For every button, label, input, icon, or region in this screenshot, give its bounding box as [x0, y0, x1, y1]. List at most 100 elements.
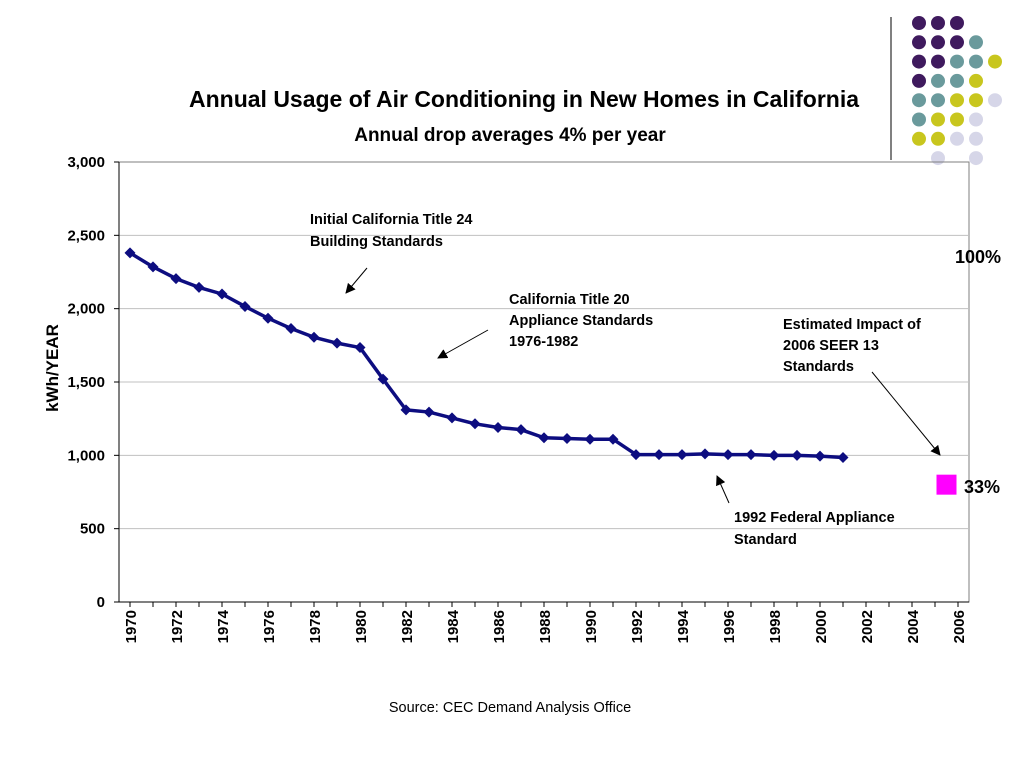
- gridlines: [119, 234, 969, 530]
- x-tick-label: 1972: [169, 610, 186, 643]
- annotation-federal-1992-line-2: Standard: [734, 532, 797, 548]
- data-point: [308, 331, 320, 343]
- annotation-title-24: Initial California Title 24 Building Sta…: [310, 212, 477, 250]
- decor-dot: [969, 112, 983, 127]
- annotation-arrow-federal-1992: [716, 475, 730, 504]
- data-point: [331, 337, 343, 349]
- x-tick-label: 1980: [353, 610, 370, 643]
- data-point: [515, 424, 527, 436]
- decor-dot: [988, 93, 1002, 108]
- decor-dot: [969, 35, 983, 50]
- data-point: [354, 342, 366, 354]
- x-tick-label: 2000: [813, 610, 830, 643]
- data-point: [239, 300, 251, 312]
- annotation-title-20-line-2: Appliance Standards: [509, 313, 653, 329]
- decor-dot: [931, 131, 945, 146]
- data-point: [446, 412, 458, 424]
- percent-label-33: 33%: [964, 477, 1000, 497]
- x-tick-label: 1990: [583, 610, 600, 643]
- y-tick-label: 3,000: [67, 154, 105, 171]
- x-tick-label: 1976: [261, 610, 278, 643]
- x-tick-label: 1998: [767, 610, 784, 643]
- decor-dot: [950, 54, 964, 69]
- decor-dot: [931, 54, 945, 69]
- chart-subtitle: Annual drop averages 4% per year: [354, 125, 666, 146]
- decor-dot: [931, 16, 945, 30]
- data-point: [147, 261, 159, 273]
- series-group: [129, 251, 844, 460]
- y-tick-label: 0: [97, 594, 105, 611]
- decor-dot: [969, 131, 983, 146]
- x-axis: 1970 1972 1974 1976 1978 1980 1982 1984 1986 1988…: [119, 601, 969, 643]
- x-tick-label: 1982: [399, 610, 416, 643]
- x-tick-label: 1994: [675, 609, 692, 643]
- annotation-federal-1992: 1992 Federal Appliance Standard: [734, 510, 899, 548]
- data-point: [837, 452, 849, 464]
- decor-dot: [912, 93, 926, 108]
- decor-dot: [931, 73, 945, 88]
- y-tick-label: 2,000: [67, 301, 105, 318]
- annotation-federal-1992-line-1: 1992 Federal Appliance: [734, 510, 895, 526]
- x-tick-label: 1992: [629, 610, 646, 643]
- decor-dot: [969, 93, 983, 108]
- decor-dot: [931, 151, 945, 166]
- annotation-seer-13: Estimated Impact of 2006 SEER 13 Standar…: [783, 317, 925, 375]
- chart-title: Annual Usage of Air Conditioning in New …: [189, 86, 859, 112]
- annotation-seer-13-line-1: Estimated Impact of: [783, 317, 921, 333]
- source-note: Source: CEC Demand Analysis Office: [389, 700, 631, 716]
- decor-dot: [912, 112, 926, 127]
- data-point: [193, 281, 205, 293]
- x-tick-label: 1970: [123, 610, 140, 643]
- x-tick-label: 1978: [307, 610, 324, 643]
- estimate-marker: [936, 474, 957, 495]
- data-point: [377, 373, 389, 385]
- annotation-title-24-line-2: Building Standards: [310, 234, 443, 250]
- decor-dot: [912, 54, 926, 69]
- data-point: [745, 449, 757, 461]
- decorative-dot-grid: [912, 16, 1002, 166]
- decor-dot: [988, 54, 1002, 69]
- y-axis: 0 500 1,000 1,500 2,000 2,500 3,000: [67, 154, 120, 611]
- data-point: [814, 450, 826, 462]
- y-tick-label: 2,500: [67, 227, 105, 244]
- x-tick-label: 1996: [721, 610, 738, 643]
- decor-dot: [969, 151, 983, 166]
- data-point: [170, 273, 182, 285]
- annotation-title-20-line-1: California Title 20: [509, 292, 630, 308]
- data-point: [561, 432, 573, 444]
- data-point: [768, 449, 780, 461]
- decor-dot: [931, 112, 945, 127]
- annotation-seer-13-line-3: Standards: [783, 359, 854, 375]
- data-point: [676, 449, 688, 461]
- data-point: [124, 247, 136, 259]
- data-point: [285, 322, 297, 334]
- annotation-seer-13-line-2: 2006 SEER 13: [783, 338, 879, 354]
- y-tick-label: 500: [80, 521, 105, 538]
- decor-dot: [969, 73, 983, 88]
- x-tick-label: 1988: [537, 610, 554, 643]
- data-point: [216, 288, 228, 300]
- annotation-title-24-line-1: Initial California Title 24: [310, 212, 473, 228]
- y-tick-label: 1,500: [67, 374, 105, 391]
- decor-dot: [950, 93, 964, 108]
- data-point: [653, 449, 665, 461]
- data-point: [492, 421, 504, 433]
- decor-dot: [912, 131, 926, 146]
- percent-label-100: 100%: [955, 247, 1001, 267]
- series-line: [129, 251, 844, 460]
- decor-dot: [912, 73, 926, 88]
- x-tick-label: 2004: [905, 609, 922, 643]
- x-tick-label: 2002: [859, 610, 876, 643]
- data-point: [630, 449, 642, 461]
- data-point: [584, 433, 596, 445]
- data-point: [423, 406, 435, 418]
- data-point: [699, 448, 711, 460]
- data-point: [400, 404, 412, 416]
- annotation-title-20-line-3: 1976-1982: [509, 334, 578, 350]
- series-markers: [124, 247, 957, 495]
- data-point: [469, 418, 481, 430]
- y-tick-label: 1,000: [67, 447, 105, 464]
- x-tick-label: 1986: [491, 610, 508, 643]
- data-point: [538, 432, 550, 444]
